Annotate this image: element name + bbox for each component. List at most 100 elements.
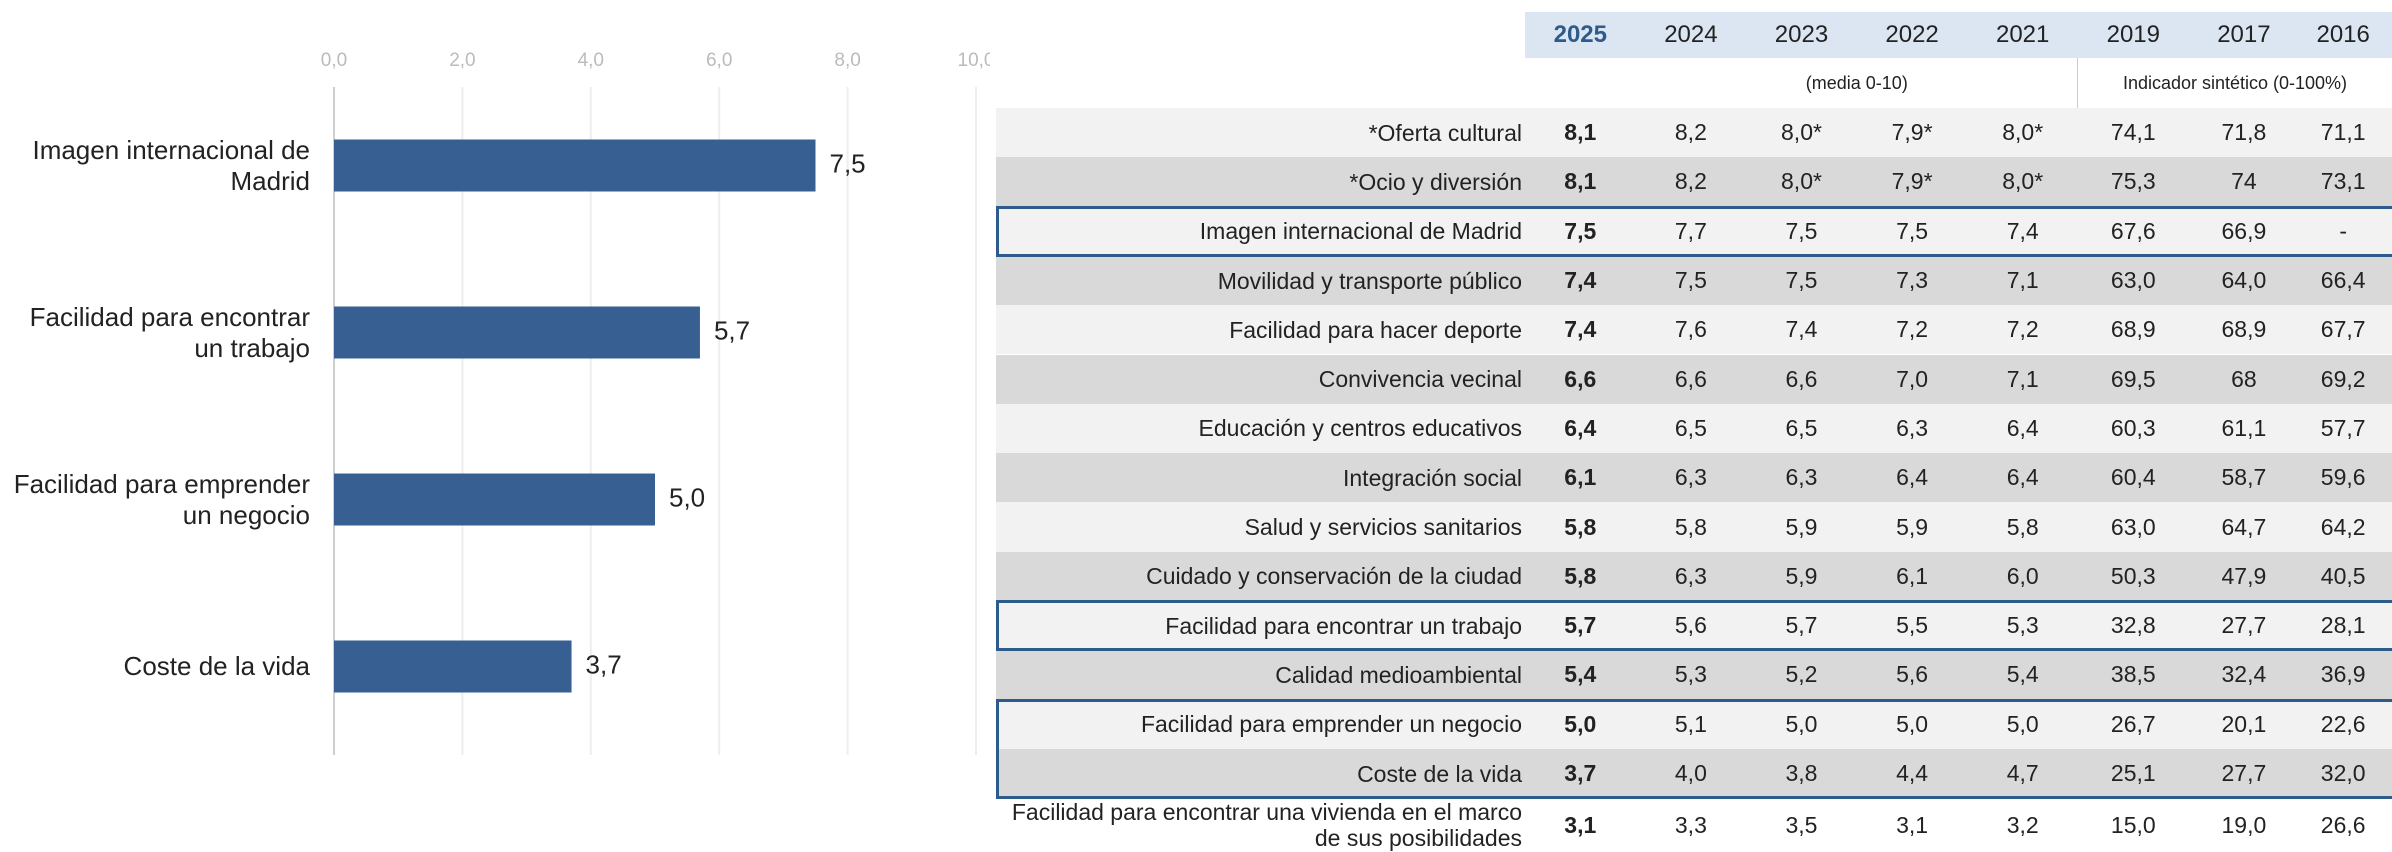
cell-value: 7,5 xyxy=(1564,217,1597,244)
x-tick-label: 2,0 xyxy=(449,50,475,71)
row-bg xyxy=(996,108,2392,158)
cell-value: 7,5 xyxy=(1674,267,1707,294)
category-label: Imagen internacional de Madrid xyxy=(32,134,310,196)
cell-value: 6,4 xyxy=(1896,464,1929,491)
row-bg xyxy=(996,305,2392,355)
cell-value: 6,6 xyxy=(1785,365,1818,392)
row-label: Facilidad para encontrar un trabajo xyxy=(1165,612,1522,639)
cell-value: 3,7 xyxy=(1564,760,1597,787)
cell-value: 8,0* xyxy=(2002,119,2044,146)
row-bg xyxy=(996,798,2392,852)
cell-value: 3,3 xyxy=(1674,811,1707,838)
row-bg xyxy=(996,354,2392,404)
row-bg xyxy=(996,551,2392,601)
cell-value: 66,4 xyxy=(2320,267,2366,294)
cell-value: 75,3 xyxy=(2110,168,2156,195)
cell-value: 67,7 xyxy=(2320,316,2366,343)
cell-value: 61,1 xyxy=(2221,414,2267,441)
cell-value: 32,4 xyxy=(2221,661,2267,688)
cell-value: 5,1 xyxy=(1674,710,1707,737)
cell-value: 8,2 xyxy=(1674,168,1707,195)
cell-value: 47,9 xyxy=(2221,562,2267,589)
bar xyxy=(334,139,816,192)
cell-value: 71,8 xyxy=(2221,119,2267,146)
cell-value: 6,5 xyxy=(1674,414,1707,441)
cell-value: 5,2 xyxy=(1785,661,1818,688)
cell-value: 7,4 xyxy=(1785,316,1818,343)
cell-value: 27,7 xyxy=(2221,760,2267,787)
cell-value: 5,8 xyxy=(1564,562,1597,589)
category-label: Facilidad para encontrar un trabajo xyxy=(29,301,310,363)
row-bg xyxy=(996,206,2392,256)
cell-value: 69,2 xyxy=(2320,365,2366,392)
value-label: 5,7 xyxy=(714,315,750,345)
cell-value: 7,9* xyxy=(1891,168,1933,195)
row-bg xyxy=(996,403,2392,454)
row-label: Movilidad y transporte público xyxy=(1217,267,1522,294)
cell-value: 5,5 xyxy=(1896,612,1929,639)
cell-value: 6,0 xyxy=(2006,562,2039,589)
cell-value: 32,0 xyxy=(2320,760,2366,787)
cell-value: 69,5 xyxy=(2110,365,2156,392)
cell-value: 5,7 xyxy=(1564,612,1597,639)
row-label: Cuidado y conservación de la ciudad xyxy=(1146,563,1522,590)
cell-value: 59,6 xyxy=(2320,464,2366,491)
cell-value: 7,5 xyxy=(1785,267,1818,294)
column-header: 2019 xyxy=(2106,21,2160,48)
cell-value: 3,5 xyxy=(1785,811,1818,838)
cell-value: 5,7 xyxy=(1785,612,1818,639)
cell-value: 7,1 xyxy=(2006,365,2039,392)
cell-value: 68,9 xyxy=(2110,316,2156,343)
cell-value: 50,3 xyxy=(2110,562,2156,589)
row-label: Educación y centros educativos xyxy=(1198,415,1522,442)
cell-value: 7,4 xyxy=(2006,217,2039,244)
cell-value: 60,4 xyxy=(2110,464,2156,491)
highlight-box xyxy=(996,698,2392,800)
cell-value: 7,4 xyxy=(1564,267,1597,294)
cell-value: 5,3 xyxy=(1674,661,1707,688)
cell-value: 8,0* xyxy=(2002,168,2044,195)
cell-value: 67,6 xyxy=(2110,217,2156,244)
cell-value: 7,1 xyxy=(2006,267,2039,294)
cell-value: 64,7 xyxy=(2221,513,2267,540)
row-label: Coste de la vida xyxy=(1357,760,1522,787)
cell-value: 7,2 xyxy=(1896,316,1929,343)
cell-value: 6,6 xyxy=(1564,365,1597,392)
row-bg xyxy=(996,453,2392,503)
row-label: *Ocio y diversión xyxy=(1349,168,1522,195)
cell-value: 25,1 xyxy=(2110,760,2156,787)
cell-value: 7,4 xyxy=(1564,316,1597,343)
cell-value: 64,0 xyxy=(2221,267,2267,294)
x-tick-label: 0,0 xyxy=(321,50,347,71)
cell-value: 19,0 xyxy=(2221,811,2267,838)
cell-value: 6,3 xyxy=(1896,414,1929,441)
row-bg xyxy=(996,748,2392,799)
row-label: Salud y servicios sanitarios xyxy=(1244,514,1522,541)
cell-value: 7,7 xyxy=(1674,217,1707,244)
cell-value: 3,8 xyxy=(1785,760,1818,787)
cell-value: 5,0 xyxy=(1785,710,1818,737)
cell-value: 6,1 xyxy=(1564,464,1597,491)
separator xyxy=(2077,58,2078,108)
bar-chart: 0,0 2,0 4,0 6,0 8,0 10,0 7,5 5,7 5,0 3,7 xyxy=(321,50,990,755)
cell-value: 6,3 xyxy=(1785,464,1818,491)
cell-value: 8,1 xyxy=(1564,168,1597,195)
cell-value: 58,7 xyxy=(2221,464,2267,491)
column-header: 2024 xyxy=(1664,21,1718,48)
cell-value: 4,4 xyxy=(1896,760,1929,787)
highlight-box xyxy=(996,205,2392,257)
cell-value: 73,1 xyxy=(2320,168,2366,195)
x-tick-label: 10,0 xyxy=(958,50,990,71)
cell-value: 68,9 xyxy=(2221,316,2267,343)
cell-value: 22,6 xyxy=(2320,710,2366,737)
row-label: Imagen internacional de Madrid xyxy=(1199,218,1522,245)
cell-value: 26,7 xyxy=(2110,710,2156,737)
cell-value: 27,7 xyxy=(2221,612,2267,639)
subheader: Indicador sintético (0-100%) xyxy=(2122,72,2348,93)
cell-value: 3,1 xyxy=(1896,811,1929,838)
cell-value: 36,9 xyxy=(2320,661,2366,688)
cell-value: 6,3 xyxy=(1674,464,1707,491)
value-label: 3,7 xyxy=(586,649,622,679)
cell-value: 26,6 xyxy=(2320,811,2366,838)
